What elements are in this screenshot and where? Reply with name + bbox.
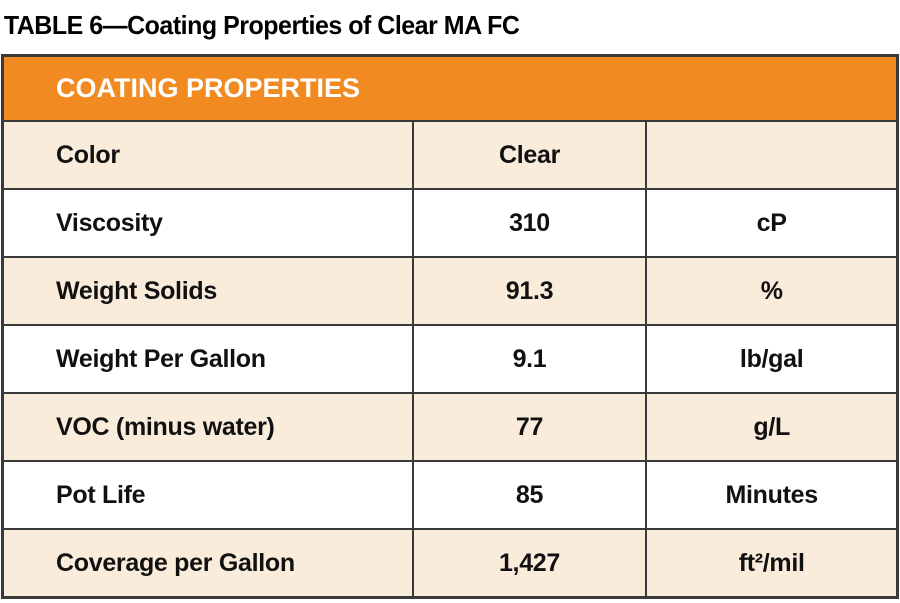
- value-cell: 310: [411, 190, 646, 256]
- units-cell: g/L: [645, 394, 896, 460]
- property-cell: VOC (minus water): [56, 412, 275, 441]
- property-cell: Weight Per Gallon: [56, 344, 266, 373]
- value-cell: 77: [411, 394, 646, 460]
- units-cell: cP: [645, 190, 896, 256]
- value-cell: 85: [411, 462, 646, 528]
- table-row: Pot Life 85 Minutes: [4, 460, 896, 528]
- table-row: Weight Solids 91.3 %: [4, 256, 896, 324]
- table-row: Weight Per Gallon 9.1 lb/gal: [4, 324, 896, 392]
- property-cell: Pot Life: [56, 480, 146, 509]
- value-cell: 91.3: [411, 258, 646, 324]
- value-cell: Clear: [411, 122, 646, 188]
- property-cell: Viscosity: [56, 208, 163, 237]
- table-caption: TABLE 6—Coating Properties of Clear MA F…: [3, 10, 520, 40]
- property-cell: Color: [56, 140, 120, 169]
- value-cell: 9.1: [411, 326, 646, 392]
- property-cell: Coverage per Gallon: [56, 548, 295, 577]
- units-cell: lb/gal: [645, 326, 896, 392]
- table-row: Coverage per Gallon 1,427 ft²/mil: [4, 528, 896, 596]
- units-cell: Minutes: [645, 462, 896, 528]
- table-row: Color Clear: [4, 120, 896, 188]
- units-cell: ft²/mil: [645, 530, 896, 596]
- units-cell: %: [645, 258, 896, 324]
- table-row: Viscosity 310 cP: [4, 188, 896, 256]
- table-row: VOC (minus water) 77 g/L: [4, 392, 896, 460]
- table-header: COATING PROPERTIES: [4, 57, 896, 120]
- units-cell: [645, 122, 896, 188]
- coating-properties-table: COATING PROPERTIES Color Clear Viscosity…: [1, 54, 899, 599]
- property-cell: Weight Solids: [56, 276, 217, 305]
- value-cell: 1,427: [411, 530, 646, 596]
